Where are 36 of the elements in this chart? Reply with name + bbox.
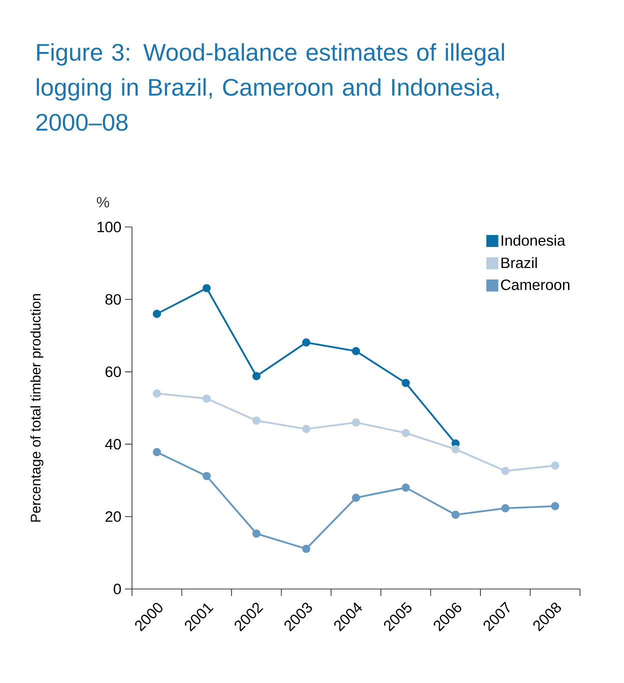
point <box>252 416 261 425</box>
point <box>402 484 410 492</box>
y-tick-label: 100 <box>98 222 121 232</box>
point <box>302 338 310 347</box>
y-tick-label: 80 <box>105 294 121 305</box>
point <box>352 347 360 356</box>
point <box>501 504 510 512</box>
y-tick-label: 20 <box>106 511 121 522</box>
point <box>451 510 460 519</box>
point <box>302 424 310 434</box>
legend-label: Brazil <box>502 257 537 268</box>
y-tick-label: 60 <box>106 366 121 378</box>
y-axis-title: Percentage of total timber production <box>30 294 44 522</box>
point <box>252 372 261 380</box>
point <box>451 445 460 454</box>
point <box>302 544 310 553</box>
legend-label: Indonesia <box>502 234 566 246</box>
point <box>152 448 161 456</box>
text: % <box>96 196 110 208</box>
point <box>202 284 211 292</box>
point <box>352 418 360 427</box>
point <box>551 502 560 510</box>
point <box>202 394 211 403</box>
point <box>551 461 560 470</box>
point <box>352 494 360 502</box>
legend-label: Cameroon <box>501 279 570 290</box>
point <box>202 472 211 480</box>
point <box>402 428 410 438</box>
chart-title: Figure 3: Wood-balance estimates of illegal logging in Brazil, Cameroon and Indonesia, 2000–08 <box>36 43 504 131</box>
point <box>402 378 410 388</box>
y-tick-label: 40 <box>105 438 121 450</box>
point <box>152 389 161 398</box>
point <box>152 310 161 318</box>
y-tick-label: 0 <box>114 584 121 594</box>
point <box>501 466 510 476</box>
point <box>252 530 261 538</box>
